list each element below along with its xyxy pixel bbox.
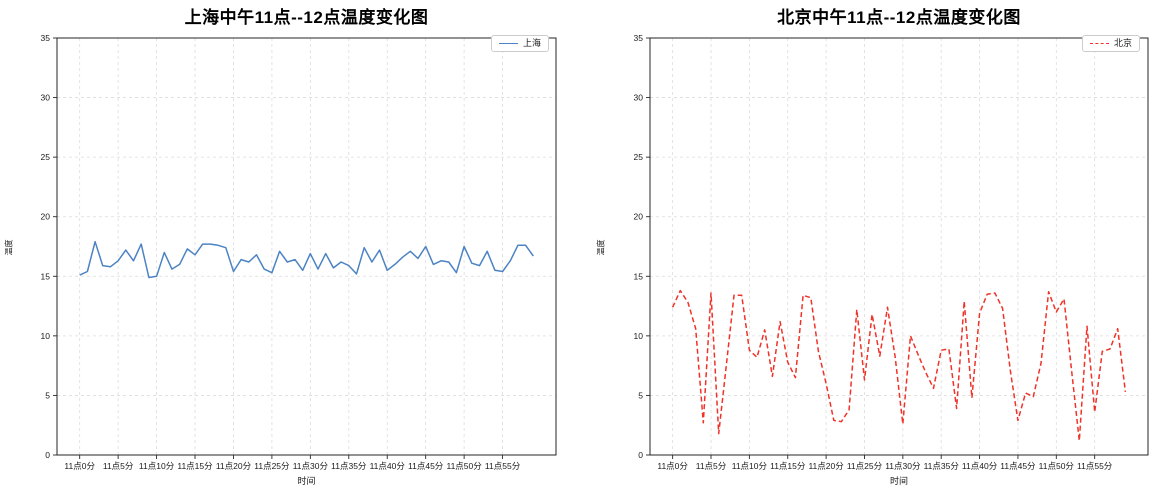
y-tick-label: 15	[41, 271, 51, 281]
x-tick-label: 11点55分	[1077, 461, 1113, 471]
legend-label-shanghai: 上海	[523, 38, 542, 48]
x-tick-label: 11点10分	[139, 461, 175, 471]
temperature-line-beijing	[671, 289, 1127, 442]
y-tick-label: 5	[45, 390, 50, 400]
x-tick-label: 11点55分	[485, 461, 521, 471]
x-axis-label-beijing: 时间	[889, 476, 908, 486]
x-tick-label: 11点30分	[885, 461, 921, 471]
y-tick-label: 35	[634, 33, 644, 43]
legend-line-sample-solid	[499, 43, 518, 44]
x-tick-label: 11点50分	[446, 461, 482, 471]
y-tick-label: 0	[45, 450, 50, 460]
chart-panel-shanghai: 上海中午11点--12点温度变化图 0 5 10 15 20 25 30 35 11点0分 11点…	[4, 8, 557, 486]
y-tick-label: 30	[41, 93, 51, 103]
x-tick-label: 11点25分	[847, 461, 883, 471]
legend-label-beijing: 北京	[1114, 38, 1133, 48]
legend-line-sample-dashed	[1090, 43, 1109, 44]
x-tick-label: 11点10分	[732, 461, 768, 471]
y-axis-label-beijing: 温度	[596, 239, 606, 256]
y-tick-label: 30	[634, 93, 644, 103]
x-tick-label: 11点40分	[962, 461, 998, 471]
y-tick-label: 20	[41, 212, 51, 222]
x-tick-label: 11点20分	[216, 461, 252, 471]
x-tick-label: 11点5分	[696, 461, 727, 471]
y-tick-label: 15	[634, 271, 644, 281]
legend-shanghai: 上海	[491, 35, 550, 52]
x-tick-label: 11点25分	[254, 461, 290, 471]
y-tick-label: 25	[634, 152, 644, 162]
x-tick-label: 11点20分	[808, 461, 844, 471]
x-tick-label: 11点15分	[177, 461, 213, 471]
y-tick-label: 10	[41, 331, 51, 341]
legend-beijing: 北京	[1082, 35, 1141, 52]
y-tick-label: 20	[634, 212, 644, 222]
x-tick-label: 11点30分	[293, 461, 329, 471]
x-tick-label: 11点5分	[103, 461, 134, 471]
plot-frame	[56, 37, 557, 456]
y-axis-label-shanghai: 温度	[4, 239, 14, 256]
x-axis-label-shanghai: 时间	[297, 476, 316, 486]
x-tick-label: 11点45分	[1000, 461, 1036, 471]
x-tick-label: 11点40分	[370, 461, 406, 471]
temperature-line-shanghai	[79, 240, 534, 279]
y-tick-label: 5	[638, 390, 643, 400]
y-tick-label: 0	[638, 450, 643, 460]
chart-title-beijing: 北京中午11点--12点温度变化图	[777, 8, 1021, 27]
y-tick-label: 10	[634, 331, 644, 341]
x-tick-label: 11点50分	[1039, 461, 1075, 471]
x-tick-label: 11点0分	[64, 461, 95, 471]
x-tick-label: 11点0分	[657, 461, 688, 471]
chart-panel-beijing: 北京中午11点--12点温度变化图 0 5 10 15 20 25 30 35 11点0分 11点…	[578, 0, 1156, 491]
x-tick-label: 11点35分	[331, 461, 367, 471]
y-tick-label: 35	[41, 33, 51, 43]
plot-frame	[649, 37, 1149, 456]
x-tick-label: 11点35分	[924, 461, 960, 471]
x-tick-label: 11点15分	[770, 461, 806, 471]
chart-title-shanghai: 上海中午11点--12点温度变化图	[184, 8, 429, 27]
y-tick-label: 25	[41, 152, 51, 162]
x-tick-label: 11点45分	[408, 461, 444, 471]
